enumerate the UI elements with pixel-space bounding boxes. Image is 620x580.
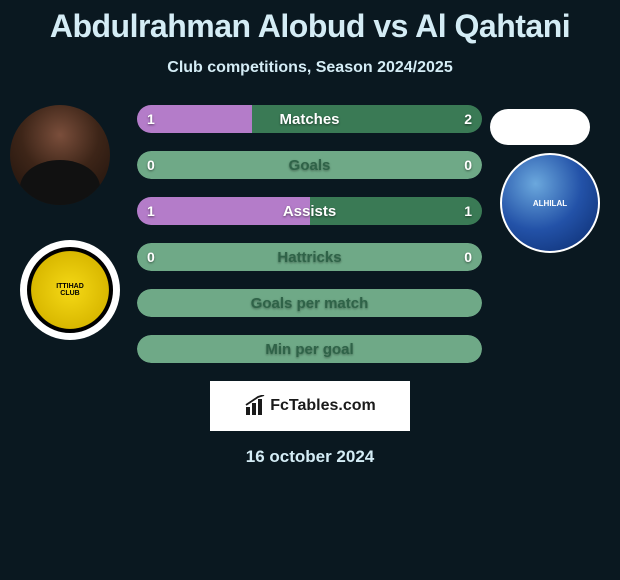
stat-row: Assists1 1 bbox=[137, 197, 482, 225]
brand-text: FcTables.com bbox=[270, 397, 376, 415]
stat-label: Matches bbox=[137, 105, 482, 133]
stat-label: Goals per match bbox=[137, 289, 482, 317]
left-club-label-bottom: CLUB bbox=[60, 290, 79, 297]
stat-label: Assists bbox=[137, 197, 482, 225]
date-text: 16 october 2024 bbox=[0, 447, 620, 467]
chart-icon bbox=[244, 395, 266, 417]
stat-left-value: 0 bbox=[147, 243, 155, 271]
stat-left-value: 0 bbox=[147, 151, 155, 179]
comparison-content: ITTIHAD CLUB ALHILAL Matches12Goals00Ass… bbox=[0, 105, 620, 363]
stat-row: Min per goal bbox=[137, 335, 482, 363]
stat-bars: Matches12Goals00Assists11Hattricks00Goal… bbox=[137, 105, 482, 363]
left-club-badge-inner: ITTIHAD CLUB bbox=[27, 247, 113, 333]
left-player-photo bbox=[10, 105, 110, 205]
stat-row: Matches1 2 bbox=[137, 105, 482, 133]
stat-row: Goals per match bbox=[137, 289, 482, 317]
stat-right-value: 0 bbox=[464, 243, 472, 271]
stat-right-value: 2 bbox=[464, 105, 472, 133]
page-title: Abdulrahman Alobud vs Al Qahtani bbox=[0, 0, 620, 45]
left-club-badge: ITTIHAD CLUB bbox=[20, 240, 120, 340]
stat-left-value: 1 bbox=[147, 197, 155, 225]
stat-label: Min per goal bbox=[137, 335, 482, 363]
brand-badge: FcTables.com bbox=[210, 381, 410, 431]
stat-label: Hattricks bbox=[137, 243, 482, 271]
stat-row: Goals0 0 bbox=[137, 151, 482, 179]
stat-left-value: 1 bbox=[147, 105, 155, 133]
stat-row: Hattricks0 0 bbox=[137, 243, 482, 271]
right-club-label: ALHILAL bbox=[533, 199, 567, 208]
subtitle: Club competitions, Season 2024/2025 bbox=[0, 59, 620, 77]
right-player-placeholder bbox=[490, 109, 590, 145]
stat-label: Goals bbox=[137, 151, 482, 179]
left-club-label-top: ITTIHAD bbox=[56, 283, 84, 290]
stat-right-value: 0 bbox=[464, 151, 472, 179]
right-club-badge: ALHILAL bbox=[500, 153, 600, 253]
stat-right-value: 1 bbox=[464, 197, 472, 225]
